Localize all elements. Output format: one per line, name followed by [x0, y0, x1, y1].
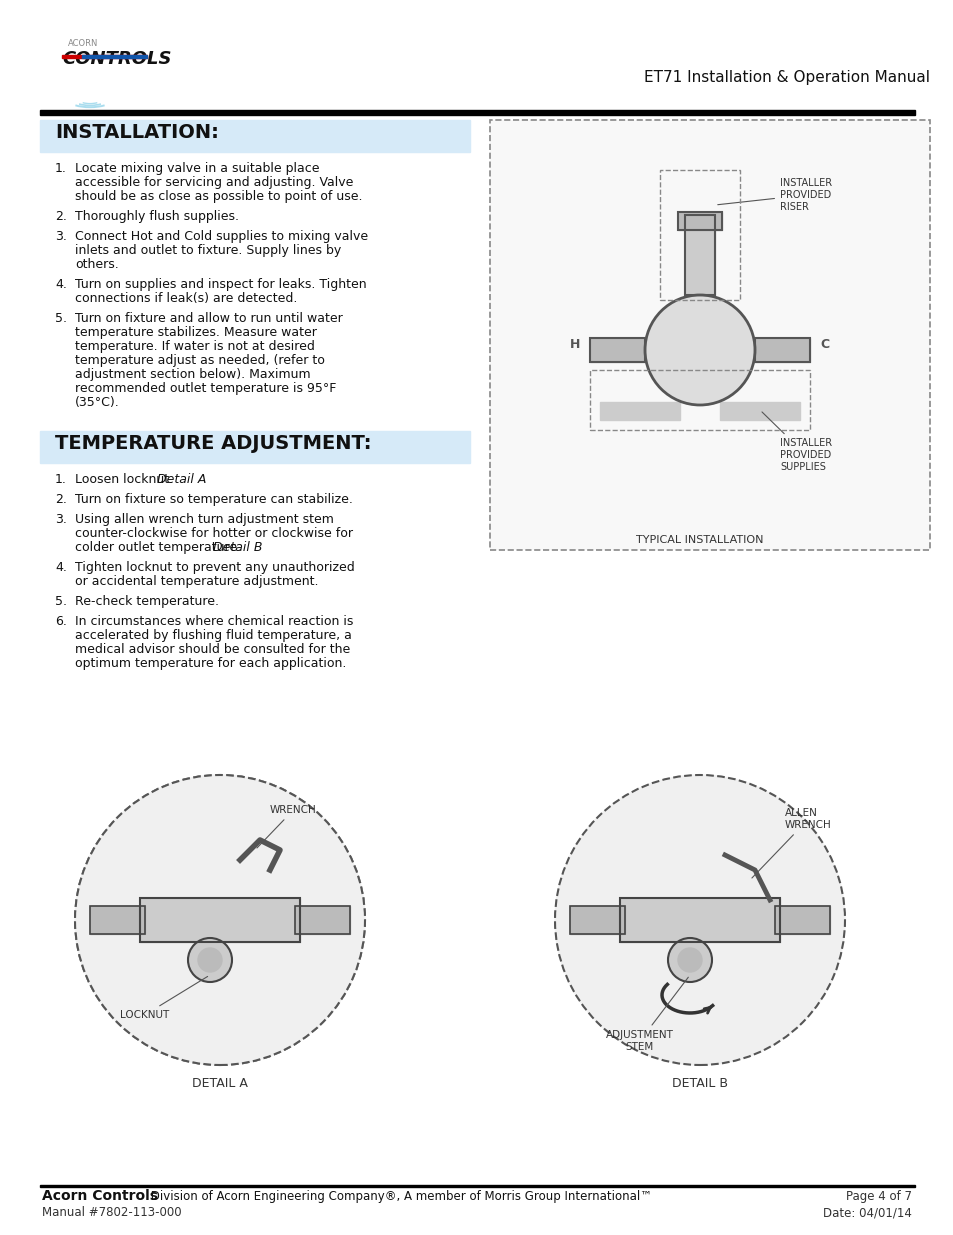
- Text: 1.: 1.: [55, 473, 67, 487]
- Text: In circumstances where chemical reaction is: In circumstances where chemical reaction…: [75, 615, 353, 629]
- Text: INSTALLER
PROVIDED
SUPPLIES: INSTALLER PROVIDED SUPPLIES: [761, 412, 831, 472]
- Bar: [678, 212, 721, 230]
- Text: accelerated by flushing fluid temperature, a: accelerated by flushing fluid temperatur…: [75, 629, 352, 642]
- Bar: [619, 898, 780, 942]
- Text: ET71 Installation & Operation Manual: ET71 Installation & Operation Manual: [643, 70, 929, 85]
- Text: others.: others.: [75, 258, 118, 270]
- Text: 5.: 5.: [55, 595, 67, 608]
- Bar: [678, 212, 721, 230]
- Bar: [589, 338, 644, 362]
- Bar: [720, 403, 800, 420]
- Text: temperature. If water is not at desired: temperature. If water is not at desired: [75, 340, 314, 353]
- Text: recommended outlet temperature is 95°F: recommended outlet temperature is 95°F: [75, 382, 336, 395]
- Text: Division of Acorn Engineering Company®, A member of Morris Group International™: Division of Acorn Engineering Company®, …: [147, 1191, 651, 1203]
- Text: temperature adjust as needed, (refer to: temperature adjust as needed, (refer to: [75, 354, 325, 367]
- Circle shape: [75, 776, 365, 1065]
- Bar: [684, 215, 714, 295]
- Circle shape: [644, 295, 754, 405]
- Text: LOCKNUT: LOCKNUT: [120, 977, 208, 1020]
- Text: Turn on supplies and inspect for leaks. Tighten: Turn on supplies and inspect for leaks. …: [75, 278, 366, 291]
- Text: ADJUSTMENT
STEM: ADJUSTMENT STEM: [605, 977, 688, 1051]
- Text: TEMPERATURE ADJUSTMENT:: TEMPERATURE ADJUSTMENT:: [55, 433, 371, 453]
- Text: DETAIL B: DETAIL B: [671, 1077, 727, 1091]
- Text: accessible for servicing and adjusting. Valve: accessible for servicing and adjusting. …: [75, 177, 353, 189]
- Text: adjustment section below). Maximum: adjustment section below). Maximum: [75, 368, 311, 382]
- Text: Tighten locknut to prevent any unauthorized: Tighten locknut to prevent any unauthori…: [75, 561, 355, 574]
- Bar: [62, 56, 147, 58]
- Text: 4.: 4.: [55, 278, 67, 291]
- Bar: [754, 338, 809, 362]
- Text: Turn on fixture and allow to run until water: Turn on fixture and allow to run until w…: [75, 312, 342, 325]
- Text: 2.: 2.: [55, 210, 67, 224]
- FancyBboxPatch shape: [490, 120, 929, 550]
- Bar: [40, 120, 470, 152]
- Text: 6.: 6.: [55, 615, 67, 629]
- Bar: [140, 898, 299, 942]
- Bar: [569, 906, 624, 934]
- Text: Acorn Controls: Acorn Controls: [42, 1189, 158, 1203]
- Text: Locate mixing valve in a suitable place: Locate mixing valve in a suitable place: [75, 162, 319, 175]
- Text: Detail A: Detail A: [156, 473, 206, 487]
- Bar: [40, 110, 914, 115]
- Text: INSTALLER
PROVIDED
RISER: INSTALLER PROVIDED RISER: [717, 178, 831, 211]
- Text: colder outlet temperature.: colder outlet temperature.: [75, 541, 245, 555]
- Bar: [589, 338, 644, 362]
- Bar: [684, 215, 714, 295]
- Text: 3.: 3.: [55, 230, 67, 243]
- Text: medical advisor should be consulted for the: medical advisor should be consulted for …: [75, 643, 350, 656]
- Text: counter-clockwise for hotter or clockwise for: counter-clockwise for hotter or clockwis…: [75, 527, 353, 540]
- Text: 5.: 5.: [55, 312, 67, 325]
- Bar: [619, 898, 780, 942]
- Circle shape: [198, 948, 222, 972]
- Text: 2.: 2.: [55, 493, 67, 506]
- Text: H: H: [569, 338, 579, 352]
- Bar: [294, 906, 350, 934]
- Bar: [90, 906, 145, 934]
- Text: Using allen wrench turn adjustment stem: Using allen wrench turn adjustment stem: [75, 513, 334, 526]
- Text: should be as close as possible to point of use.: should be as close as possible to point …: [75, 190, 362, 203]
- Circle shape: [188, 939, 232, 982]
- Circle shape: [555, 776, 844, 1065]
- Text: ACORN: ACORN: [68, 40, 98, 48]
- Text: (35°C).: (35°C).: [75, 396, 120, 409]
- Bar: [774, 906, 829, 934]
- Text: inlets and outlet to fixture. Supply lines by: inlets and outlet to fixture. Supply lin…: [75, 245, 341, 257]
- Bar: [754, 338, 809, 362]
- Text: Date: 04/01/14: Date: 04/01/14: [822, 1207, 911, 1219]
- Text: ALLEN
WRENCH: ALLEN WRENCH: [751, 809, 831, 878]
- Bar: [140, 898, 299, 942]
- Text: 3.: 3.: [55, 513, 67, 526]
- Bar: [82, 56, 147, 58]
- Text: 1.: 1.: [55, 162, 67, 175]
- Bar: [40, 431, 470, 463]
- Text: optimum temperature for each application.: optimum temperature for each application…: [75, 657, 346, 671]
- Text: 4.: 4.: [55, 561, 67, 574]
- Text: connections if leak(s) are detected.: connections if leak(s) are detected.: [75, 291, 297, 305]
- Text: CONTROLS: CONTROLS: [62, 49, 172, 68]
- Text: or accidental temperature adjustment.: or accidental temperature adjustment.: [75, 576, 318, 588]
- Text: temperature stabilizes. Measure water: temperature stabilizes. Measure water: [75, 326, 316, 338]
- Text: Detail B: Detail B: [213, 541, 262, 555]
- Text: Connect Hot and Cold supplies to mixing valve: Connect Hot and Cold supplies to mixing …: [75, 230, 368, 243]
- Text: TYPICAL INSTALLATION: TYPICAL INSTALLATION: [636, 535, 763, 545]
- Text: INSTALLATION:: INSTALLATION:: [55, 124, 218, 142]
- Text: Re-check temperature.: Re-check temperature.: [75, 595, 219, 608]
- Bar: [294, 906, 350, 934]
- Bar: [774, 906, 829, 934]
- Text: Turn on fixture so temperature can stabilize.: Turn on fixture so temperature can stabi…: [75, 493, 353, 506]
- Circle shape: [678, 948, 701, 972]
- Bar: [569, 906, 624, 934]
- Bar: [90, 906, 145, 934]
- Text: C: C: [820, 338, 828, 352]
- Text: Loosen locknut.: Loosen locknut.: [75, 473, 177, 487]
- Text: Manual #7802-113-000: Manual #7802-113-000: [42, 1207, 181, 1219]
- Text: Thoroughly flush supplies.: Thoroughly flush supplies.: [75, 210, 239, 224]
- Text: Page 4 of 7: Page 4 of 7: [845, 1191, 911, 1203]
- Bar: [599, 403, 679, 420]
- Text: WRENCH: WRENCH: [256, 805, 316, 848]
- Bar: [40, 1184, 914, 1187]
- Text: DETAIL A: DETAIL A: [192, 1077, 248, 1091]
- Circle shape: [667, 939, 711, 982]
